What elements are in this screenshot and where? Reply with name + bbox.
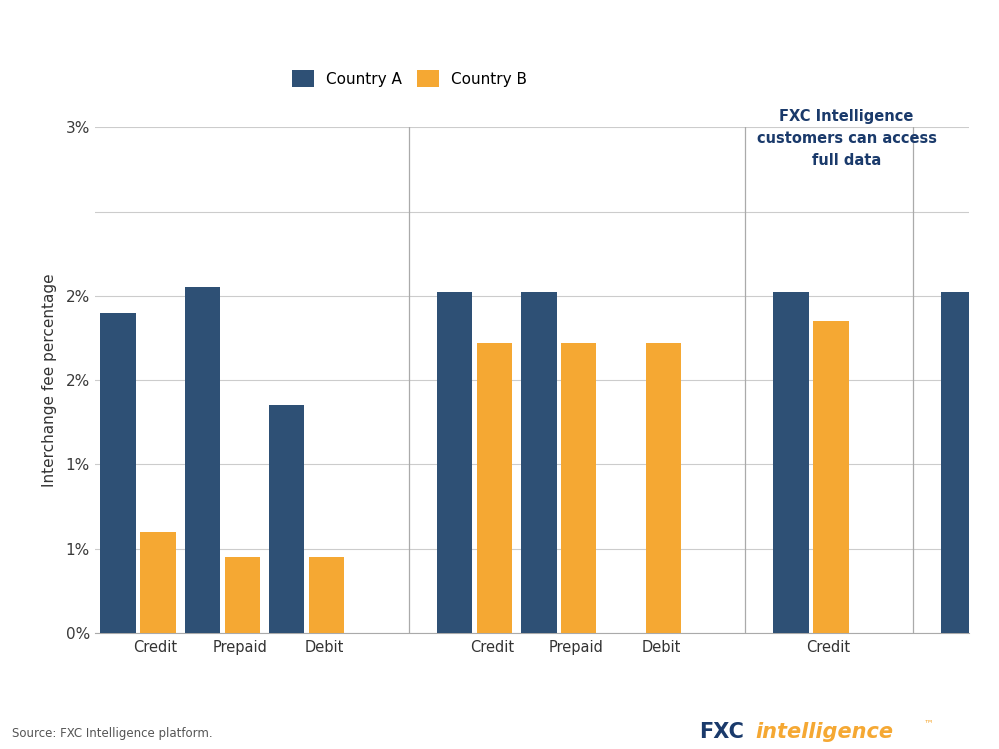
Text: ™: ™ bbox=[924, 718, 934, 728]
Text: FXC: FXC bbox=[699, 721, 744, 742]
Bar bbox=[101, 313, 136, 633]
Bar bbox=[561, 343, 596, 633]
Text: intelligence: intelligence bbox=[755, 721, 893, 742]
Bar bbox=[813, 321, 848, 633]
Bar bbox=[309, 557, 345, 633]
Bar bbox=[437, 293, 473, 633]
Bar bbox=[140, 532, 176, 633]
Text: Sample interchange fees from two example countries, by product: Sample interchange fees from two example… bbox=[13, 80, 541, 95]
Bar bbox=[185, 288, 220, 633]
Text: FXC Intelligence
customers can access
full data: FXC Intelligence customers can access fu… bbox=[756, 109, 937, 169]
Text: How interchange fees vary by product and market: How interchange fees vary by product and… bbox=[13, 22, 684, 46]
Bar bbox=[269, 405, 305, 633]
Bar bbox=[225, 557, 260, 633]
Text: Source: FXC Intelligence platform.: Source: FXC Intelligence platform. bbox=[12, 727, 213, 740]
Bar bbox=[477, 343, 512, 633]
Bar bbox=[981, 321, 999, 633]
Bar bbox=[645, 343, 680, 633]
Bar bbox=[941, 293, 976, 633]
Bar bbox=[521, 293, 556, 633]
Bar bbox=[773, 293, 808, 633]
Y-axis label: Interchange fee percentage: Interchange fee percentage bbox=[42, 273, 57, 487]
Legend: Country A, Country B: Country A, Country B bbox=[287, 64, 532, 93]
